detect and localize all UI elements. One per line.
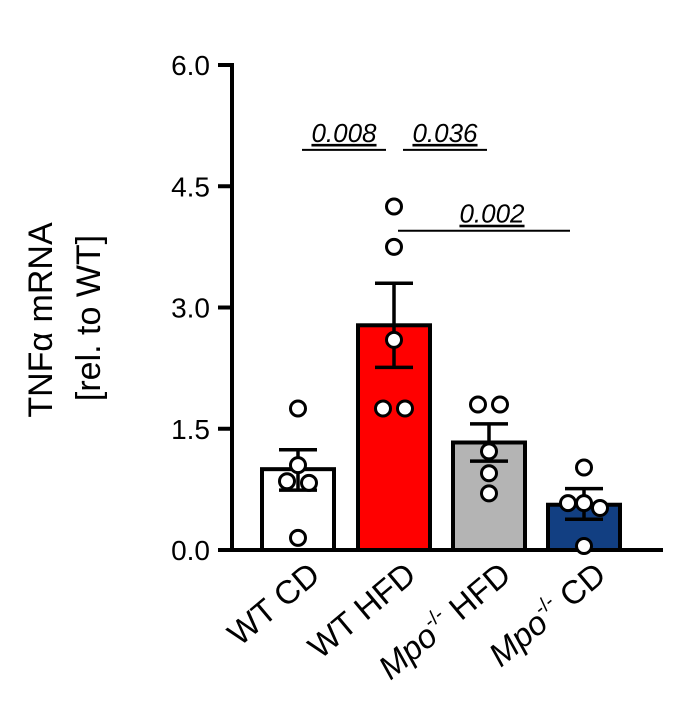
data-point [591,498,609,517]
y-tick-label: 1.5 [171,414,210,445]
data-point [575,494,593,513]
data-point [480,484,498,503]
y-tick-label: 0.0 [171,535,210,566]
y-tick-label: 4.5 [171,171,210,202]
data-point [289,528,307,547]
data-point [385,197,403,216]
data-point [491,395,509,414]
data-point [575,458,593,477]
p-value-label: 0.002 [459,199,525,229]
data-point [396,399,414,418]
significance-comparisons: 0.008 0.036 0.002 [302,118,570,232]
y-axis-title-line1: TNFα mRNA [22,222,60,418]
y-tick-label: 6.0 [171,50,210,81]
data-point [559,494,577,513]
data-point [278,472,296,491]
data-point [300,473,318,492]
p-value-label: 0.008 [311,118,377,148]
data-point [469,395,487,414]
data-point [385,330,403,349]
data-point [289,456,307,475]
data-point [374,399,392,418]
p-value-label: 0.036 [412,118,478,148]
y-tick-label: 3.0 [171,293,210,324]
data-point [480,464,498,483]
y-axis-title-line2: [rel. to WT] [70,235,108,401]
data-point [480,442,498,461]
data-point [289,399,307,418]
data-points [278,197,609,555]
data-point [575,536,593,555]
data-point [385,237,403,256]
bars [260,281,622,553]
